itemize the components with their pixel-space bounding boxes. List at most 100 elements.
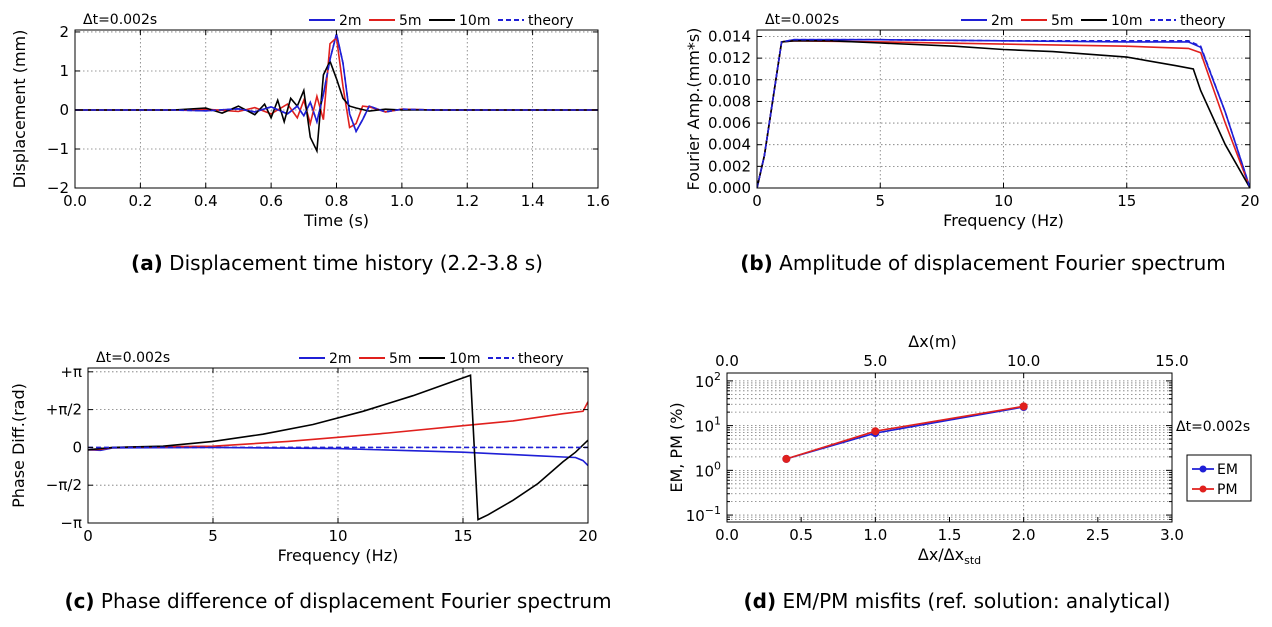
caption-text-d: EM/PM misfits (ref. solution: analytical…	[776, 589, 1170, 613]
y-tick-label: 0.010	[708, 71, 751, 89]
y-tick-label: 0.008	[708, 92, 751, 110]
x-tick-label: 0.6	[259, 192, 283, 210]
y-tick-label: 0.006	[708, 114, 751, 132]
y-tick-label: +π	[60, 363, 82, 381]
legend-label-d-EM: EM	[1217, 462, 1238, 478]
caption-label-d: (d)	[743, 589, 776, 613]
y-axis-label-d: EM, PM (%)	[667, 402, 686, 492]
y-tick-label: 101	[695, 415, 721, 436]
caption-label-c: (c)	[64, 589, 94, 613]
x-tick-label: 10	[994, 192, 1013, 210]
x-tick-label: 1.0	[390, 192, 414, 210]
x2-tick-label: 10.0	[1007, 352, 1040, 370]
y-tick-label: 0.014	[708, 27, 751, 45]
x2-tick-label: 0.0	[715, 352, 739, 370]
caption-d: (d) EM/PM misfits (ref. solution: analyt…	[743, 589, 1170, 613]
y-axis-label-c: Phase Diff.(rad)	[9, 383, 28, 508]
caption-text-b: Amplitude of displacement Fourier spectr…	[773, 251, 1226, 275]
x2-axis-label-d: Δx(m)	[908, 332, 956, 351]
caption-text-a: Displacement time history (2.2-3.8 s)	[163, 251, 543, 275]
x-tick-label: 0.4	[194, 192, 218, 210]
legend-label-a-theory: theory	[528, 13, 574, 29]
data-point-PM	[1019, 402, 1028, 411]
x-axis-label-b: Frequency (Hz)	[943, 211, 1064, 230]
caption-label-b: (b)	[740, 251, 773, 275]
y-tick-label: 10−1	[686, 504, 721, 525]
x-axis-label-a: Time (s)	[303, 211, 369, 230]
x-tick-label: 5	[875, 192, 885, 210]
chart-d: 0.0 0.5 1.0 1.5 2.0 2.5 3.0 0.0 5.0 10.0 15.0 10−1 1…	[667, 332, 1252, 613]
y-tick-label: −π/2	[46, 476, 82, 494]
y-tick-label: 100	[695, 459, 721, 480]
x-tick-label: 0	[752, 192, 762, 210]
x-tick-label: 20	[578, 527, 597, 545]
y-tick-label: 0.000	[708, 179, 751, 197]
legend-label-b-2m: 2m	[991, 13, 1014, 29]
x-tick-label: 15	[1117, 192, 1136, 210]
series-line-d-EM	[786, 406, 1024, 460]
legend-label-d-PM: PM	[1217, 482, 1238, 498]
legend-label-a-5m: 5m	[399, 13, 422, 29]
y-tick-label: −2	[47, 179, 69, 197]
y-tick-label: 0.012	[708, 49, 751, 67]
legend-label-b-theory: theory	[1180, 13, 1226, 29]
caption-text-c: Phase difference of displacement Fourier…	[95, 589, 612, 613]
y-tick-label: −π	[60, 514, 82, 532]
x-tick-label: 0.0	[63, 192, 87, 210]
x-tick-label: 0.5	[789, 526, 813, 544]
x-tick-label: 10	[328, 527, 347, 545]
dt-annotation-a: Δt=0.002s	[83, 12, 157, 28]
data-point-PM	[871, 427, 880, 436]
y-tick-label: 102	[695, 370, 721, 391]
x-tick-label: 0.2	[128, 192, 152, 210]
x2-tick-label: 15.0	[1155, 352, 1188, 370]
x-tick-label: 20	[1240, 192, 1259, 210]
series-line-a-10m	[75, 59, 598, 154]
series-line-b-2m	[757, 38, 1250, 188]
legend-label-c-5m: 5m	[389, 351, 412, 367]
caption-c: (c) Phase difference of displacement Fou…	[64, 589, 611, 613]
x-tick-label: 15	[453, 527, 472, 545]
legend-marker-d-EM	[1199, 465, 1207, 473]
plot-frame-b	[756, 29, 1251, 189]
x-tick-label: 0.8	[325, 192, 349, 210]
y-tick-label: 1	[59, 62, 69, 80]
dt-annotation-d: Δt=0.002s	[1176, 419, 1250, 435]
data-point-PM	[782, 454, 791, 463]
x-tick-label: 1.4	[521, 192, 545, 210]
x-tick-label: 0.0	[715, 526, 739, 544]
legend-label-b-10m: 10m	[1111, 13, 1142, 29]
y-tick-label: +π/2	[46, 401, 82, 419]
plot-frame-a	[74, 29, 599, 189]
y-tick-label: 2	[59, 23, 69, 41]
x-axis-label-d: Δx/Δxstd	[918, 545, 981, 567]
y-tick-label: 0.002	[708, 157, 751, 175]
x-tick-label: 2.0	[1012, 526, 1036, 544]
chart-b: 0 5 10 15 20 0.000 0.002 0.004 0.006 0.008 0.010 0.…	[684, 12, 1260, 275]
legend-label-a-10m: 10m	[459, 13, 490, 29]
x-tick-label: 1.2	[455, 192, 479, 210]
x-axis-label-c: Frequency (Hz)	[278, 546, 399, 565]
x-tick-label: 5	[208, 527, 218, 545]
legend-label-c-10m: 10m	[449, 351, 480, 367]
legend-label-a-2m: 2m	[339, 13, 362, 29]
x-tick-label: 0	[83, 527, 93, 545]
y-tick-label: 0.004	[708, 136, 751, 154]
x2-tick-label: 5.0	[863, 352, 887, 370]
y-tick-label: 0	[59, 101, 69, 119]
series-line-b-theory	[757, 38, 1250, 188]
dt-annotation-b: Δt=0.002s	[765, 12, 839, 28]
chart-a: 0.0 0.2 0.4 0.6 0.8 1.0 1.2 1.4 1.6 −2 −1 0 1 2 Time (…	[10, 12, 610, 275]
y-tick-label: −1	[47, 140, 69, 158]
x-tick-label: 1.0	[863, 526, 887, 544]
x-tick-label: 1.6	[586, 192, 610, 210]
x-tick-label: 2.5	[1086, 526, 1110, 544]
y-axis-label-b: Fourier Amp.(mm*s)	[684, 28, 703, 191]
x-tick-label: 1.5	[938, 526, 962, 544]
dt-annotation-c: Δt=0.002s	[96, 350, 170, 366]
legend-label-c-theory: theory	[518, 351, 564, 367]
plot-frame-d	[726, 372, 1173, 523]
chart-c: 0 5 10 15 20 +π +π/2 0 −π/2 −π Frequency (Hz) Phase…	[9, 350, 612, 613]
y-axis-label-a: Displacement (mm)	[10, 30, 29, 189]
series-line-a-theory	[75, 33, 598, 134]
